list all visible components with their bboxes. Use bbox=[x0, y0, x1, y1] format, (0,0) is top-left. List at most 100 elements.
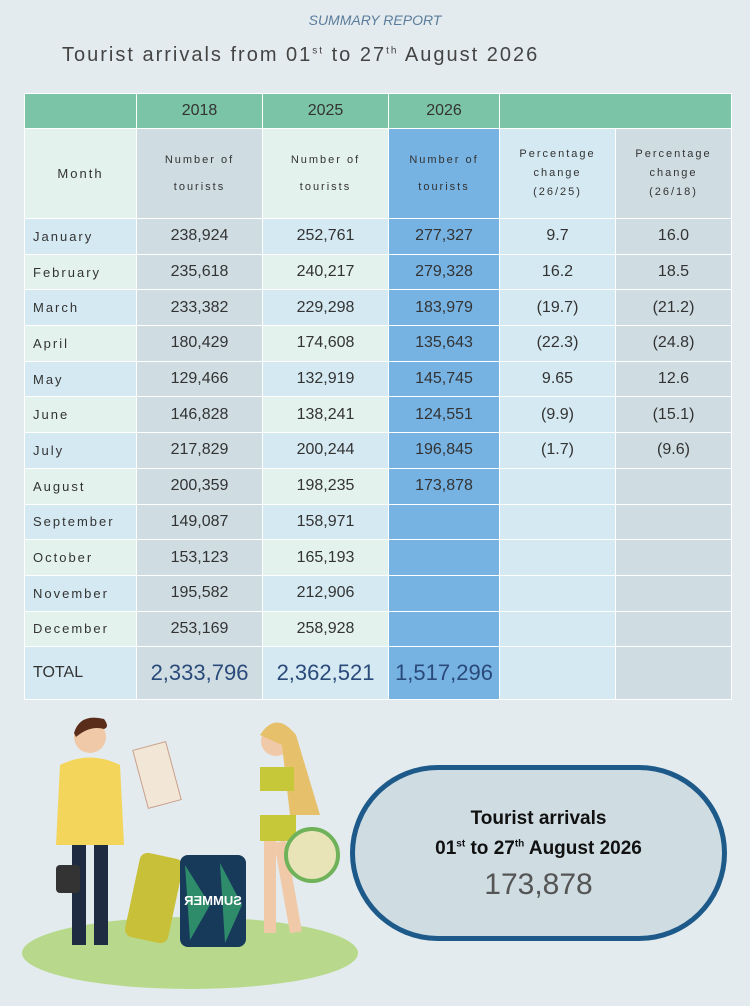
value-cell: 183,979 bbox=[388, 289, 500, 327]
illustration: SUMMER bbox=[22, 717, 358, 989]
year-header: 2025 bbox=[262, 93, 389, 129]
total-label: TOTAL bbox=[24, 646, 137, 701]
data-row: November 195,582 212,906 bbox=[24, 574, 732, 612]
month-cell: April bbox=[24, 325, 137, 362]
data-row: October 153,123 165,193 bbox=[24, 539, 732, 576]
value-cell: 124,551 bbox=[388, 396, 500, 434]
header-row: 2018 2025 2026 bbox=[24, 93, 732, 129]
data-row: August 200,359 198,235 173,878 bbox=[24, 467, 732, 505]
value-cell: 212,906 bbox=[262, 574, 389, 612]
month-cell: December bbox=[24, 610, 137, 648]
total-row: TOTAL 2,333,796 2,362,521 1,517,296 bbox=[24, 646, 732, 701]
subheader-text: Month bbox=[57, 166, 104, 181]
value-cell bbox=[615, 539, 732, 576]
month-cell: January bbox=[24, 218, 137, 255]
value-cell: 16.2 bbox=[499, 253, 616, 291]
value-cell: 18.5 bbox=[615, 253, 732, 291]
value-cell bbox=[615, 610, 732, 648]
data-row: January 238,924 252,761 277,327 9.7 16.0 bbox=[24, 218, 732, 255]
value-cell: (24.8) bbox=[615, 325, 732, 362]
value-cell bbox=[499, 610, 616, 648]
data-row: December 253,169 258,928 bbox=[24, 610, 732, 648]
value-cell bbox=[388, 539, 500, 576]
value-cell: (19.7) bbox=[499, 289, 616, 327]
year-header: 2018 bbox=[136, 93, 263, 129]
title-part: th bbox=[386, 45, 399, 57]
value-cell bbox=[388, 503, 500, 541]
value-cell: 173,878 bbox=[388, 467, 500, 505]
month-cell: October bbox=[24, 539, 137, 576]
value-cell: 233,382 bbox=[136, 289, 263, 327]
value-cell: 9.65 bbox=[499, 360, 616, 398]
value-cell: 165,193 bbox=[262, 539, 389, 576]
value-cell bbox=[499, 503, 616, 541]
value-cell: (21.2) bbox=[615, 289, 732, 327]
value-cell: 279,328 bbox=[388, 253, 500, 291]
month-cell: September bbox=[24, 503, 137, 541]
subheader-text: Number of tourists bbox=[164, 153, 235, 193]
value-cell: 200,244 bbox=[262, 432, 389, 469]
value-cell bbox=[615, 574, 732, 612]
title-part: st bbox=[312, 45, 325, 57]
total-cell: 1,517,296 bbox=[388, 646, 500, 701]
month-cell: June bbox=[24, 396, 137, 434]
value-cell bbox=[388, 574, 500, 612]
value-cell: (22.3) bbox=[499, 325, 616, 362]
subheader-text: Number of tourists bbox=[409, 153, 479, 193]
value-cell bbox=[499, 574, 616, 612]
total-cell bbox=[615, 646, 732, 701]
value-cell: 174,608 bbox=[262, 325, 389, 362]
subheader-cell: Number of tourists bbox=[136, 128, 263, 219]
data-row: September 149,087 158,971 bbox=[24, 503, 732, 541]
value-cell: 200,359 bbox=[136, 467, 263, 505]
month-cell: July bbox=[24, 432, 137, 469]
subheader-cell: Percentage change (26/18) bbox=[615, 128, 732, 219]
subheader-text: Percentage change (26/25) bbox=[519, 148, 596, 198]
data-row: March 233,382 229,298 183,979 (19.7) (21.2) bbox=[24, 289, 732, 327]
value-cell: 132,919 bbox=[262, 360, 389, 398]
card-value: 173,878 bbox=[484, 868, 593, 901]
card-heading: Tourist arrivals bbox=[470, 808, 607, 829]
value-cell: 158,971 bbox=[262, 503, 389, 541]
value-cell: 277,327 bbox=[388, 218, 500, 255]
subheader-cell: Percentage change (26/25) bbox=[499, 128, 616, 219]
subheader-cell: Month bbox=[24, 128, 137, 219]
summary-table: 2018 2025 2026 Month Number of tourists Numbe… bbox=[24, 93, 732, 701]
data-row: April 180,429 174,608 135,643 (22.3) (24.8) bbox=[24, 325, 732, 362]
value-cell: 135,643 bbox=[388, 325, 500, 362]
month-cell: February bbox=[24, 253, 137, 291]
title-part: Tourist arrivals from 01 bbox=[62, 44, 313, 66]
month-cell: May bbox=[24, 360, 137, 398]
value-cell: 153,123 bbox=[136, 539, 263, 576]
total-cell: 2,333,796 bbox=[136, 646, 263, 701]
value-cell: 258,928 bbox=[262, 610, 389, 648]
value-cell bbox=[615, 503, 732, 541]
value-cell: (9.6) bbox=[615, 432, 732, 469]
title-part: 01 bbox=[435, 838, 457, 859]
value-cell bbox=[499, 539, 616, 576]
value-cell: 229,298 bbox=[262, 289, 389, 327]
total-cell bbox=[499, 646, 616, 701]
header-cell bbox=[24, 93, 137, 129]
value-cell bbox=[499, 467, 616, 505]
subheader-cell: Number of tourists bbox=[262, 128, 389, 219]
title-part: to 27 bbox=[324, 44, 387, 66]
value-cell: 252,761 bbox=[262, 218, 389, 255]
title-part: st bbox=[456, 838, 466, 850]
value-cell: 235,618 bbox=[136, 253, 263, 291]
subheader-text: Number of tourists bbox=[290, 153, 361, 193]
data-row: July 217,829 200,244 196,845 (1.7) (9.6) bbox=[24, 432, 732, 469]
value-cell bbox=[388, 610, 500, 648]
data-row: February 235,618 240,217 279,328 16.2 18.5 bbox=[24, 253, 732, 291]
highlight-card: Tourist arrivals 01st to 27th August 202… bbox=[350, 765, 727, 941]
value-cell: 196,845 bbox=[388, 432, 500, 469]
title-part: August 2026 bbox=[398, 44, 540, 66]
value-cell: 16.0 bbox=[615, 218, 732, 255]
data-row: May 129,466 132,919 145,745 9.65 12.6 bbox=[24, 360, 732, 398]
value-cell: 195,582 bbox=[136, 574, 263, 612]
total-cell: 2,362,521 bbox=[262, 646, 389, 701]
value-cell: (1.7) bbox=[499, 432, 616, 469]
title-part: to 27 bbox=[465, 838, 515, 859]
month-cell: November bbox=[24, 574, 137, 612]
